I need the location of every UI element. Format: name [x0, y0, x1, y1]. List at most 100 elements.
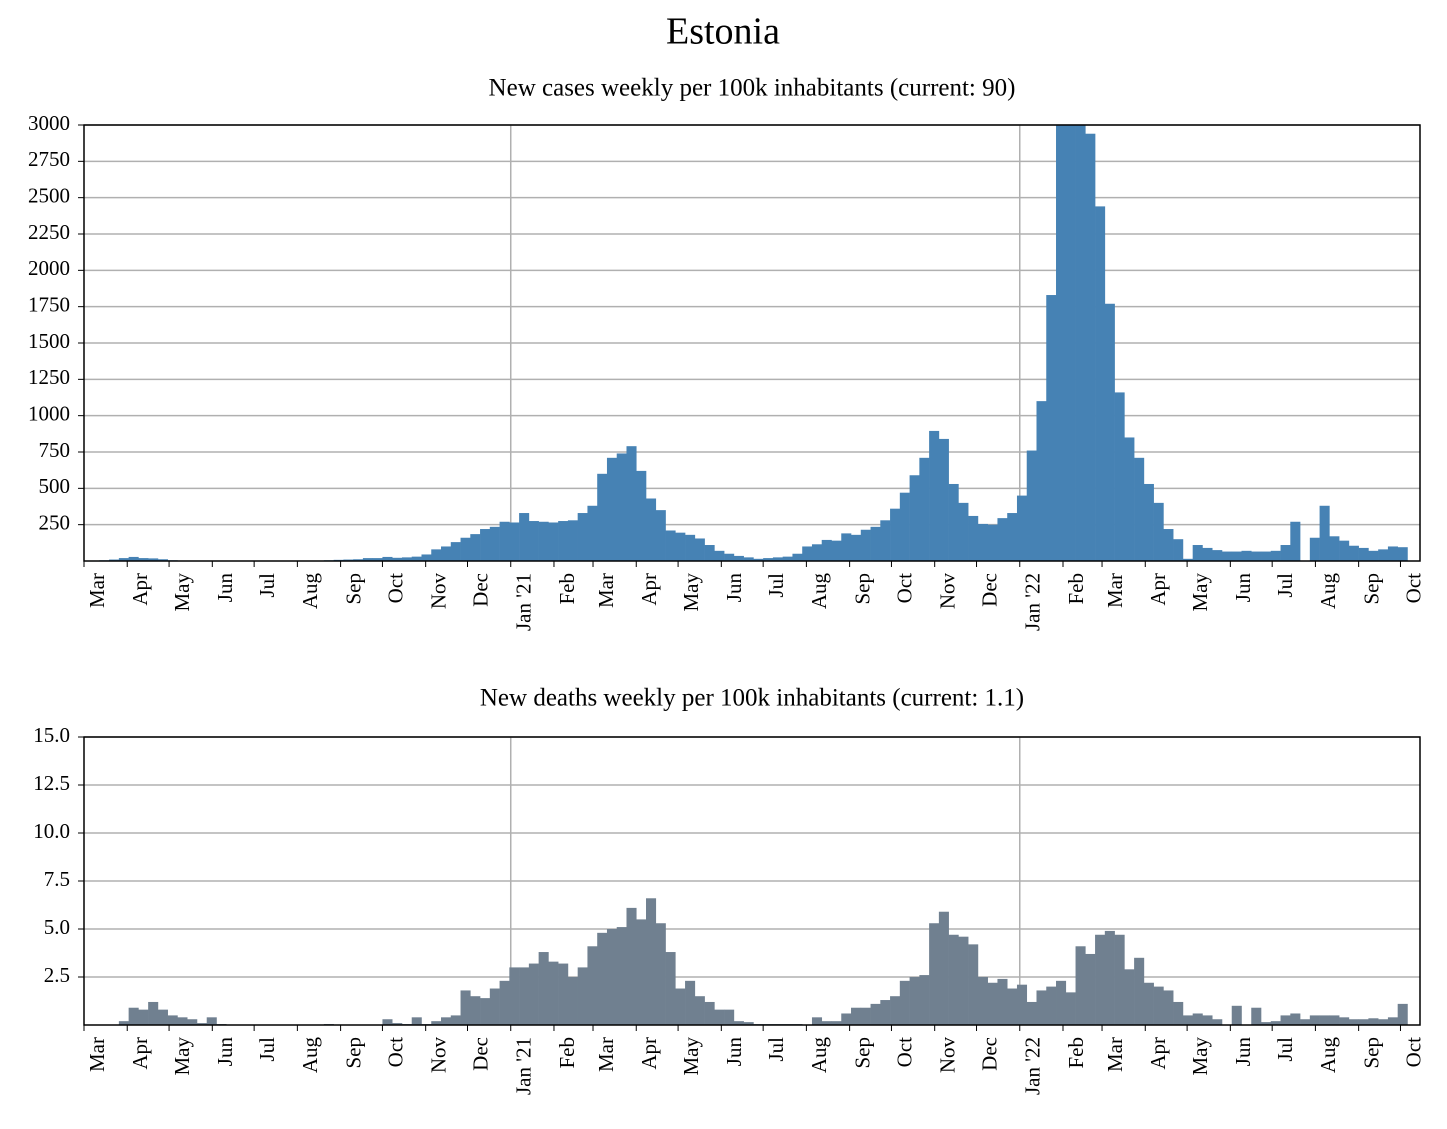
bar	[1329, 536, 1340, 561]
bar	[919, 457, 930, 561]
bar	[968, 515, 979, 561]
bar	[382, 556, 393, 561]
x-tick-label: Apr	[637, 1037, 661, 1070]
bar	[1182, 1015, 1193, 1025]
bar	[694, 538, 705, 561]
bar	[587, 946, 598, 1025]
x-tick-label: Oct	[383, 1037, 407, 1067]
x-tick-label: Apr	[637, 573, 661, 606]
x-tick-label: Mar	[594, 1037, 618, 1072]
bar	[1046, 295, 1057, 561]
bar	[860, 1007, 871, 1025]
bar	[148, 1001, 159, 1025]
bar	[929, 923, 940, 1025]
x-tick-label: Sep	[850, 1037, 874, 1069]
bar	[1270, 1021, 1281, 1025]
bar	[714, 550, 725, 561]
x-tick-label: May	[170, 573, 194, 612]
bar	[1134, 957, 1145, 1025]
plot-frame	[83, 124, 1421, 562]
bar	[558, 521, 569, 561]
bar	[977, 977, 988, 1025]
bar	[1163, 990, 1174, 1025]
x-tick-label: Oct	[1401, 573, 1425, 603]
bar	[821, 1021, 832, 1025]
bar	[1231, 551, 1242, 561]
bar	[1221, 551, 1233, 561]
bar	[1016, 495, 1028, 561]
x-tick-label: Aug	[1316, 1037, 1340, 1074]
bar	[743, 1022, 754, 1025]
bar	[704, 1001, 715, 1025]
bar	[1368, 1018, 1379, 1025]
bar	[987, 982, 998, 1025]
bar	[1104, 930, 1115, 1025]
bar	[772, 557, 783, 561]
x-tick-label: Feb	[1064, 1037, 1088, 1069]
x-tick-label: Jan '22	[1021, 573, 1045, 631]
bar	[167, 1015, 178, 1025]
bar	[626, 446, 637, 561]
chart-title: New deaths weekly per 100k inhabitants (…	[480, 685, 1024, 712]
bar	[499, 521, 510, 561]
bar	[909, 475, 920, 561]
bar	[157, 1009, 168, 1025]
x-tick-label: Jun	[722, 1037, 746, 1067]
y-tick-label: 12.5	[33, 771, 70, 795]
bar	[597, 932, 608, 1025]
x-tick-label: Jul	[764, 1037, 788, 1062]
bar	[821, 539, 832, 561]
bar	[841, 533, 852, 561]
bar	[1300, 1019, 1311, 1025]
bar	[1261, 1022, 1272, 1025]
bar	[880, 520, 891, 561]
bar	[1270, 550, 1281, 561]
bar	[685, 534, 696, 561]
bar	[411, 1017, 422, 1025]
bar	[1182, 558, 1193, 561]
bar	[987, 524, 998, 561]
x-tick-label: Sep	[341, 573, 365, 605]
x-tick-label: Mar	[1103, 1037, 1127, 1072]
x-tick-label: Sep	[1359, 1037, 1383, 1069]
bar	[1387, 546, 1398, 561]
x-tick-label: Nov	[936, 573, 960, 610]
bar	[1036, 401, 1047, 561]
y-tick-label: 7.5	[44, 867, 70, 891]
bar	[909, 977, 920, 1025]
x-tick-label: Oct	[383, 573, 407, 603]
x-tick-label: Aug	[298, 573, 322, 610]
bar	[1348, 1019, 1359, 1025]
bar	[1290, 1013, 1301, 1025]
bar	[528, 963, 539, 1025]
bar	[1104, 303, 1115, 561]
bar	[958, 936, 969, 1025]
bar	[1026, 450, 1037, 561]
bar	[1065, 125, 1076, 561]
x-tick-label: Nov	[426, 1037, 450, 1074]
bar	[1007, 988, 1018, 1025]
x-tick-label: Sep	[850, 573, 874, 605]
y-tick-label: 5.0	[44, 915, 70, 939]
bar	[1212, 1019, 1223, 1025]
bar	[450, 542, 461, 561]
x-tick-label: Mar	[594, 573, 618, 608]
bar	[128, 1007, 139, 1025]
bar	[470, 996, 481, 1025]
bar	[1309, 537, 1320, 561]
bar	[899, 492, 910, 561]
bar	[733, 1021, 744, 1025]
x-tick-label: May	[679, 1037, 703, 1076]
bar	[1280, 1015, 1291, 1025]
bar	[870, 526, 881, 561]
bar	[1212, 550, 1223, 561]
bar	[851, 1007, 862, 1025]
bar	[1339, 1017, 1350, 1025]
x-tick-label: May	[170, 1037, 194, 1076]
bar	[763, 558, 774, 561]
bar	[997, 978, 1008, 1025]
bar	[1173, 539, 1184, 561]
bar	[1153, 986, 1164, 1025]
bar	[441, 1017, 452, 1025]
x-tick-label: Dec	[468, 1037, 492, 1071]
